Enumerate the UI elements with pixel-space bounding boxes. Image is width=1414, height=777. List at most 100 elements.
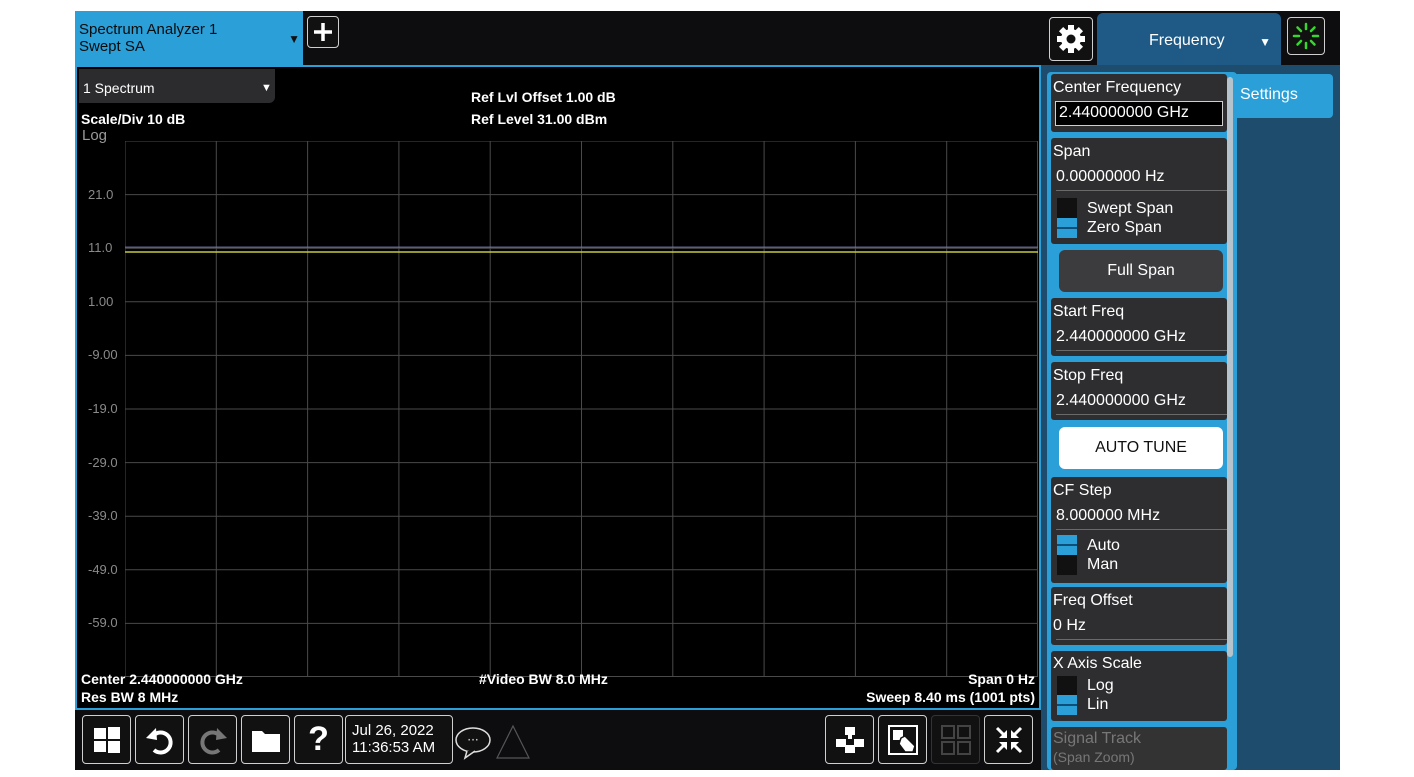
y-tick-label: -29.0 [88, 454, 118, 470]
svg-text:···: ··· [467, 733, 478, 747]
center-frequency-value: 2.440000000 GHz [1059, 104, 1189, 121]
undo-button[interactable] [135, 715, 184, 764]
panel-scrollbar[interactable] [1227, 77, 1233, 657]
full-span-button[interactable]: Full Span [1059, 250, 1223, 292]
span-value: 0.00000000 Hz [1056, 168, 1165, 185]
video-bw-readout: #Video BW 8.0 MHz [479, 671, 608, 687]
start-freq-label: Start Freq [1053, 303, 1125, 320]
auto-tune-label: AUTO TUNE [1095, 439, 1187, 456]
analyzer-window: Spectrum Analyzer 1 Swept SA ▼ Frequency… [75, 11, 1340, 770]
y-tick-label: 21.0 [88, 186, 114, 202]
span-readout: Span 0 Hz [968, 671, 1035, 687]
folder-icon [251, 730, 280, 752]
ref-level-offset: Ref Lvl Offset 1.00 dB [471, 89, 616, 105]
expand-arrows-icon [995, 726, 1022, 753]
busy-indicator [1287, 17, 1325, 55]
redo-icon [199, 727, 227, 754]
x-axis-scale-label: X Axis Scale [1053, 655, 1142, 672]
help-button[interactable]: ? [294, 715, 343, 764]
grid-icon [940, 724, 971, 755]
settings-tab-label: Settings [1240, 86, 1298, 103]
dropdown-arrow-icon: ▼ [261, 82, 272, 94]
zero-span-label: Zero Span [1087, 219, 1162, 236]
undo-icon [145, 727, 173, 754]
time-text: 11:36:53 AM [352, 739, 436, 756]
swept-span-radio[interactable] [1057, 198, 1077, 218]
y-tick-label: 1.00 [88, 293, 114, 309]
settings-button[interactable] [1049, 17, 1093, 61]
window-selector[interactable]: 1 Spectrum ▼ [79, 69, 275, 103]
layout-icon [835, 726, 864, 753]
file-button[interactable] [241, 715, 290, 764]
x-axis-lin-radio[interactable] [1057, 695, 1077, 715]
windows-button[interactable] [82, 715, 131, 764]
fullscreen-button[interactable] [984, 715, 1033, 764]
multi-screen-button[interactable] [825, 715, 874, 764]
span-key[interactable]: Span 0.00000000 Hz Swept Span Zero Span [1051, 138, 1227, 244]
freq-offset-value: 0 Hz [1053, 617, 1086, 634]
swept-span-label: Swept Span [1087, 200, 1174, 217]
touch-icon [887, 724, 918, 755]
y-tick-label: -9.00 [88, 347, 118, 363]
y-tick-label: -49.0 [88, 561, 118, 577]
spinner-icon [1292, 22, 1320, 50]
signal-track-key[interactable]: Signal Track (Span Zoom) [1051, 727, 1227, 770]
touch-button[interactable] [878, 715, 927, 764]
freq-offset-key[interactable]: Freq Offset 0 Hz [1051, 587, 1227, 645]
datetime-display: Jul 26, 2022 11:36:53 AM [345, 715, 453, 764]
res-bw-readout: Res BW 8 MHz [81, 689, 179, 705]
dropdown-arrow-icon: ▼ [1259, 35, 1271, 49]
cf-step-auto-radio[interactable] [1057, 535, 1077, 555]
auto-tune-button[interactable]: AUTO TUNE [1059, 427, 1223, 469]
y-tick-label: 11.0 [88, 240, 113, 256]
date-text: Jul 26, 2022 [352, 722, 434, 739]
question-icon: ? [308, 720, 329, 758]
cf-step-man-radio[interactable] [1057, 555, 1077, 575]
center-frequency-readout: Center 2.440000000 GHz [81, 671, 243, 687]
windows-icon [93, 726, 120, 753]
stop-freq-label: Stop Freq [1053, 367, 1124, 384]
x-axis-log-label: Log [1087, 677, 1114, 694]
spectrum-graph[interactable]: 1 Spectrum ▼ Scale/Div 10 dB Log Ref Lvl… [75, 65, 1041, 710]
plus-icon [314, 23, 332, 41]
plot-area [125, 141, 1038, 677]
message-icons: ··· [455, 724, 530, 760]
cf-step-man-label: Man [1087, 556, 1119, 573]
gear-icon [1057, 25, 1085, 53]
signal-track-sublabel: (Span Zoom) [1053, 749, 1135, 765]
warning-icon [496, 724, 530, 759]
zero-span-radio[interactable] [1057, 218, 1077, 238]
x-axis-log-radio[interactable] [1057, 676, 1077, 696]
cf-step-key[interactable]: CF Step 8.000000 MHz Auto Man [1051, 477, 1227, 583]
x-axis-lin-label: Lin [1087, 696, 1109, 713]
scale-div: Scale/Div 10 dB [81, 111, 186, 127]
center-frequency-input[interactable]: 2.440000000 GHz [1055, 101, 1223, 126]
taskbar: ? Jul 26, 2022 11:36:53 AM ··· [75, 710, 1041, 770]
start-freq-key[interactable]: Start Freq 2.440000000 GHz [1051, 298, 1227, 356]
ref-level: Ref Level 31.00 dBm [471, 111, 608, 127]
signal-track-label: Signal Track [1053, 730, 1142, 747]
menu-tab-frequency[interactable]: Frequency ▼ [1097, 13, 1281, 65]
zoom-window-button[interactable] [931, 715, 980, 764]
window-label: 1 Spectrum [83, 80, 155, 96]
stop-freq-value: 2.440000000 GHz [1056, 392, 1186, 409]
x-axis-scale-key[interactable]: X Axis Scale Log Lin [1051, 651, 1227, 721]
dropdown-arrow-icon: ▼ [288, 32, 300, 46]
sweep-readout: Sweep 8.40 ms (1001 pts) [866, 689, 1035, 705]
cf-step-label: CF Step [1053, 482, 1112, 499]
scale-type: Log [82, 127, 108, 144]
redo-button[interactable] [188, 715, 237, 764]
add-screen-button[interactable] [307, 16, 339, 48]
y-tick-label: -39.0 [88, 508, 118, 524]
stop-freq-key[interactable]: Stop Freq 2.440000000 GHz [1051, 362, 1227, 420]
freq-offset-label: Freq Offset [1053, 592, 1133, 609]
measurement-tab[interactable]: Spectrum Analyzer 1 Swept SA ▼ [75, 11, 303, 65]
span-label: Span [1053, 143, 1091, 160]
tab-settings[interactable]: Settings [1234, 74, 1333, 118]
full-span-label: Full Span [1107, 262, 1175, 279]
center-frequency-key[interactable]: Center Frequency 2.440000000 GHz [1051, 74, 1227, 132]
measurement-title: Spectrum Analyzer 1 [79, 21, 218, 38]
measurement-mode: Swept SA [79, 38, 145, 55]
menu-label: Frequency [1149, 32, 1225, 49]
start-freq-value: 2.440000000 GHz [1056, 328, 1186, 345]
